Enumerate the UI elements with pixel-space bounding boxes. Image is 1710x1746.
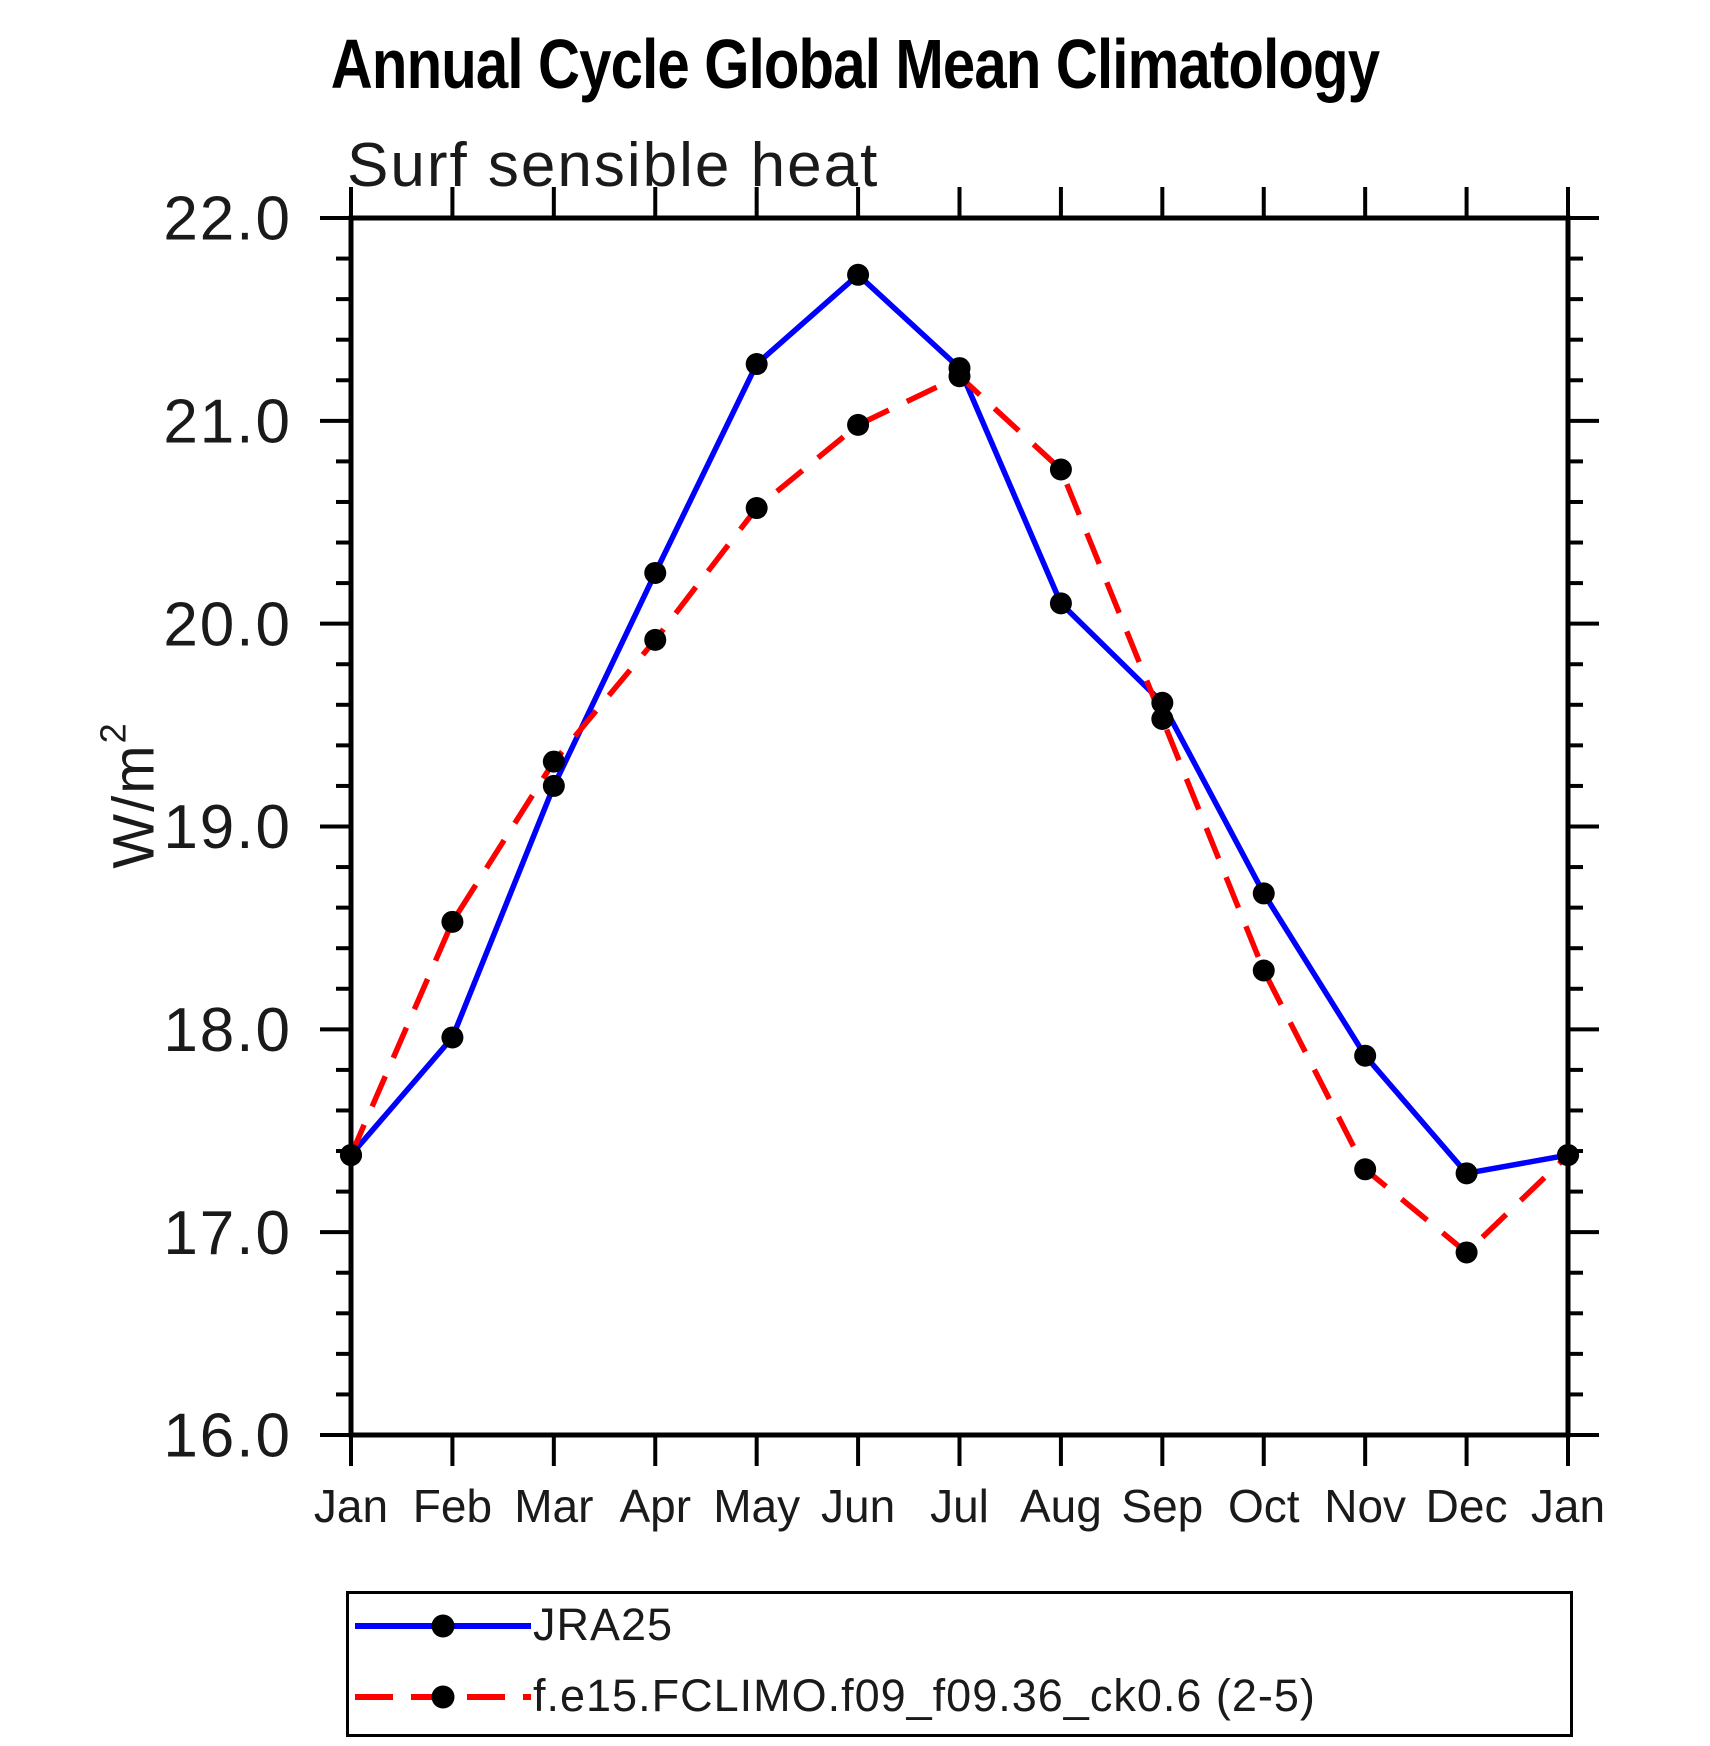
legend-line-sample-dashed xyxy=(355,1685,531,1709)
x-tick-label: Jan xyxy=(314,1480,388,1532)
data-point-s0-Dec xyxy=(1455,1162,1478,1185)
data-point-s1-Aug xyxy=(1049,458,1072,481)
legend-sample-marker xyxy=(431,1685,455,1709)
data-point-s1-Mar xyxy=(542,750,565,773)
legend-row-model: f.e15.FCLIMO.f09_f09.36_ck0.6 (2-5) xyxy=(349,1666,1570,1728)
data-point-s1-Sep xyxy=(1151,707,1174,730)
data-point-s0-May xyxy=(745,353,768,376)
data-point-s1-May xyxy=(745,497,768,520)
x-tick-label: Mar xyxy=(514,1480,593,1532)
chart-subtitle: Surf sensible heat xyxy=(347,131,880,200)
plot-box xyxy=(348,215,1571,1438)
legend-line-sample-solid xyxy=(355,1614,531,1638)
data-point-s0-Jun xyxy=(847,263,870,286)
data-point-s1-Nov xyxy=(1354,1158,1377,1181)
series-line-0 xyxy=(348,272,1569,1177)
data-point-s0-Apr xyxy=(644,561,667,584)
x-tick-label: Jul xyxy=(930,1480,989,1532)
legend-row-jra25: JRA25 xyxy=(349,1595,1570,1657)
data-point-s0-Sep xyxy=(1151,691,1174,714)
data-point-s1-Jul xyxy=(948,365,971,388)
data-point-s0-Aug xyxy=(1049,592,1072,615)
data-point-s1-Jan xyxy=(1557,1144,1579,1167)
y-tick-label: 22.0 xyxy=(163,185,292,254)
legend-label-jra25: JRA25 xyxy=(533,1598,674,1650)
data-point-s1-Oct xyxy=(1252,959,1275,982)
x-tick-label: Aug xyxy=(1020,1480,1102,1532)
y-tick-label: 18.0 xyxy=(163,996,292,1065)
x-tick-label: May xyxy=(713,1480,800,1532)
data-point-s1-Apr xyxy=(644,628,667,651)
y-tick-label: 19.0 xyxy=(163,793,292,862)
data-point-s0-Mar xyxy=(542,774,565,797)
x-tick-label: Oct xyxy=(1228,1480,1300,1532)
legend-label-model: f.e15.FCLIMO.f09_f09.36_ck0.6 (2-5) xyxy=(533,1669,1316,1721)
x-tick-label: Dec xyxy=(1426,1480,1508,1532)
x-tick-label: Jan xyxy=(1531,1480,1605,1532)
legend-sample-marker xyxy=(431,1614,455,1638)
x-tick-label: Nov xyxy=(1324,1480,1406,1532)
y-tick-label: 21.0 xyxy=(163,388,292,457)
data-point-s0-Nov xyxy=(1354,1044,1377,1067)
x-tick-label: Sep xyxy=(1121,1480,1203,1532)
legend-box: JRA25 f.e15.FCLIMO.f09_f09.36_ck0.6 (2-5… xyxy=(346,1591,1573,1737)
x-tick-label: Feb xyxy=(413,1480,492,1532)
data-point-s1-Jan xyxy=(340,1144,362,1167)
data-point-s1-Jun xyxy=(847,413,870,436)
series-line-1 xyxy=(348,373,1570,1256)
y-tick-label: 17.0 xyxy=(163,1199,292,1268)
data-point-s1-Feb xyxy=(441,910,464,933)
y-tick-label: 20.0 xyxy=(163,590,292,659)
data-point-s1-Dec xyxy=(1455,1241,1478,1264)
data-point-s0-Feb xyxy=(441,1026,464,1049)
y-tick-label: 16.0 xyxy=(163,1402,292,1471)
x-tick-label: Jun xyxy=(821,1480,895,1532)
x-tick-label: Apr xyxy=(619,1480,691,1532)
chart-title: Annual Cycle Global Mean Climatology xyxy=(330,25,1380,103)
data-point-s0-Oct xyxy=(1252,882,1275,905)
